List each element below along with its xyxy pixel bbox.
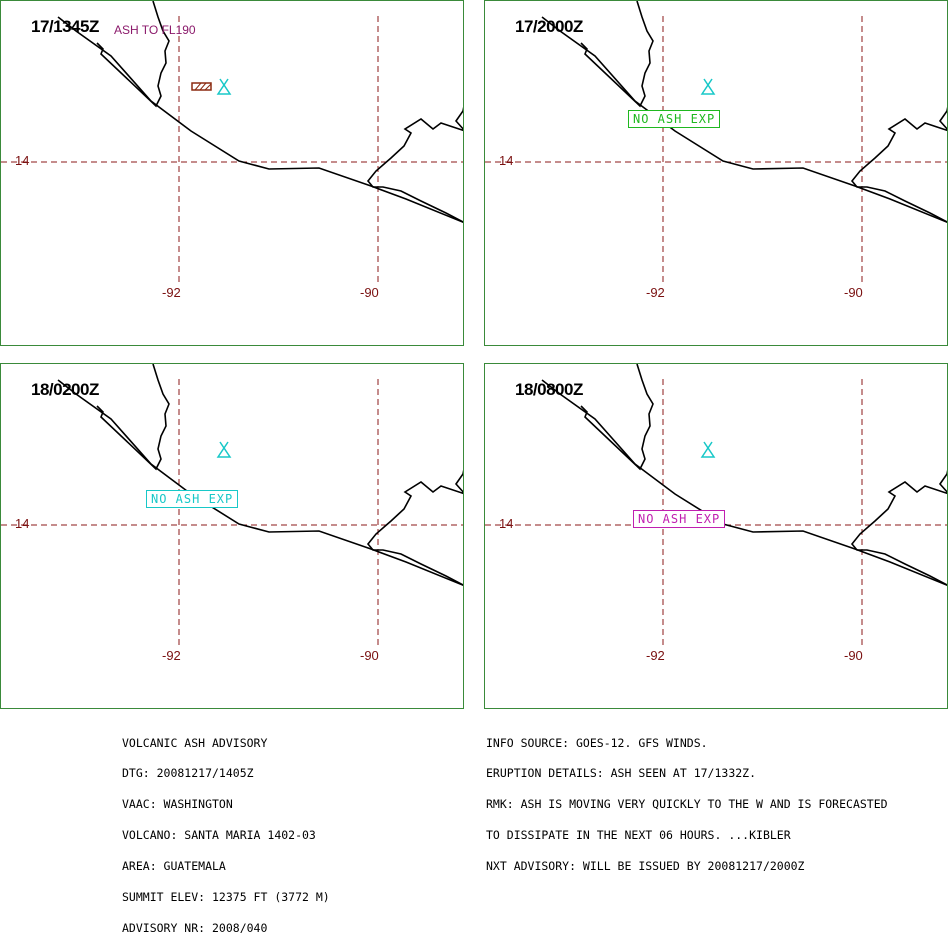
no-ash-label: NO ASH EXP [146,490,239,508]
lon-label-92: -92 [646,648,665,663]
coastline [96,364,170,471]
advisory-line: TO DISSIPATE IN THE NEXT 06 HOURS. ...KI… [486,828,791,843]
coastline [850,469,947,586]
map-panel-2: 17/2000Z NO ASH EXP 14 -92 -90 [484,0,948,346]
no-ash-label: NO ASH EXP [633,510,726,528]
advisory-text-right: INFO SOURCE: GOES-12. GFS WINDS. ERUPTIO… [486,717,888,882]
coastline [580,364,654,471]
lon-label-92: -92 [162,648,181,663]
advisory-line: DTG: 20081217/1405Z [122,766,254,781]
coastline [366,469,463,586]
advisory-line: VOLCANO: SANTA MARIA 1402-03 [122,828,316,843]
map-panel-1: 17/1345Z ASH TO FL190 14 -92 -90 [0,0,464,346]
coastline [850,106,947,223]
panel-valid-time: 17/1345Z [31,17,99,36]
lon-label-90: -90 [360,285,379,300]
advisory-line: RMK: ASH IS MOVING VERY QUICKLY TO THE W… [486,797,888,812]
coastline [580,1,654,108]
map-graphic [1,364,463,646]
lat-label-14: 14 [15,516,30,531]
panel-valid-time: 18/0200Z [31,380,99,399]
advisory-line: VAAC: WASHINGTON [122,797,233,812]
coastline [366,106,463,223]
map-panel-3: 18/0200Z NO ASH EXP 14 -92 -90 [0,363,464,709]
advisory-line: ERUPTION DETAILS: ASH SEEN AT 17/1332Z. [486,766,757,781]
lon-label-92: -92 [646,285,665,300]
lat-label-14: 14 [15,153,30,168]
advisory-line: NXT ADVISORY: WILL BE ISSUED BY 20081217… [486,859,805,874]
map-graphic [485,1,947,283]
ash-hatch [194,82,212,91]
lat-label-14: 14 [499,516,514,531]
map-graphic [1,1,463,283]
advisory-line: AREA: GUATEMALA [122,859,226,874]
lon-label-90: -90 [844,285,863,300]
panel-valid-time: 17/2000Z [515,17,583,36]
advisory-line: INFO SOURCE: GOES-12. GFS WINDS. [486,735,708,750]
coastline [541,16,947,224]
volcano-icon [216,441,232,458]
ash-cloud-area [191,82,212,91]
volcano-icon [700,441,716,458]
lon-label-90: -90 [360,648,379,663]
lon-label-92: -92 [162,285,181,300]
advisory-line: VOLCANIC ASH ADVISORY [122,735,268,750]
no-ash-label: NO ASH EXP [628,110,721,128]
coastline [57,379,463,587]
advisory-line: SUMMIT ELEV: 12375 FT (3772 M) [122,890,330,905]
coastline [96,1,170,108]
coastline [57,16,463,224]
map-panel-4: 18/0800Z NO ASH EXP 14 -92 -90 [484,363,948,709]
lon-label-90: -90 [844,648,863,663]
map-graphic [485,364,947,646]
ash-level-note: ASH TO FL190 [114,23,196,37]
volcano-icon [700,78,716,95]
advisory-line: ADVISORY NR: 2008/040 [122,920,268,935]
lat-label-14: 14 [499,153,514,168]
advisory-text-left: VOLCANIC ASH ADVISORY DTG: 20081217/1405… [122,717,330,944]
volcano-icon [216,78,232,95]
panel-valid-time: 18/0800Z [515,380,583,399]
